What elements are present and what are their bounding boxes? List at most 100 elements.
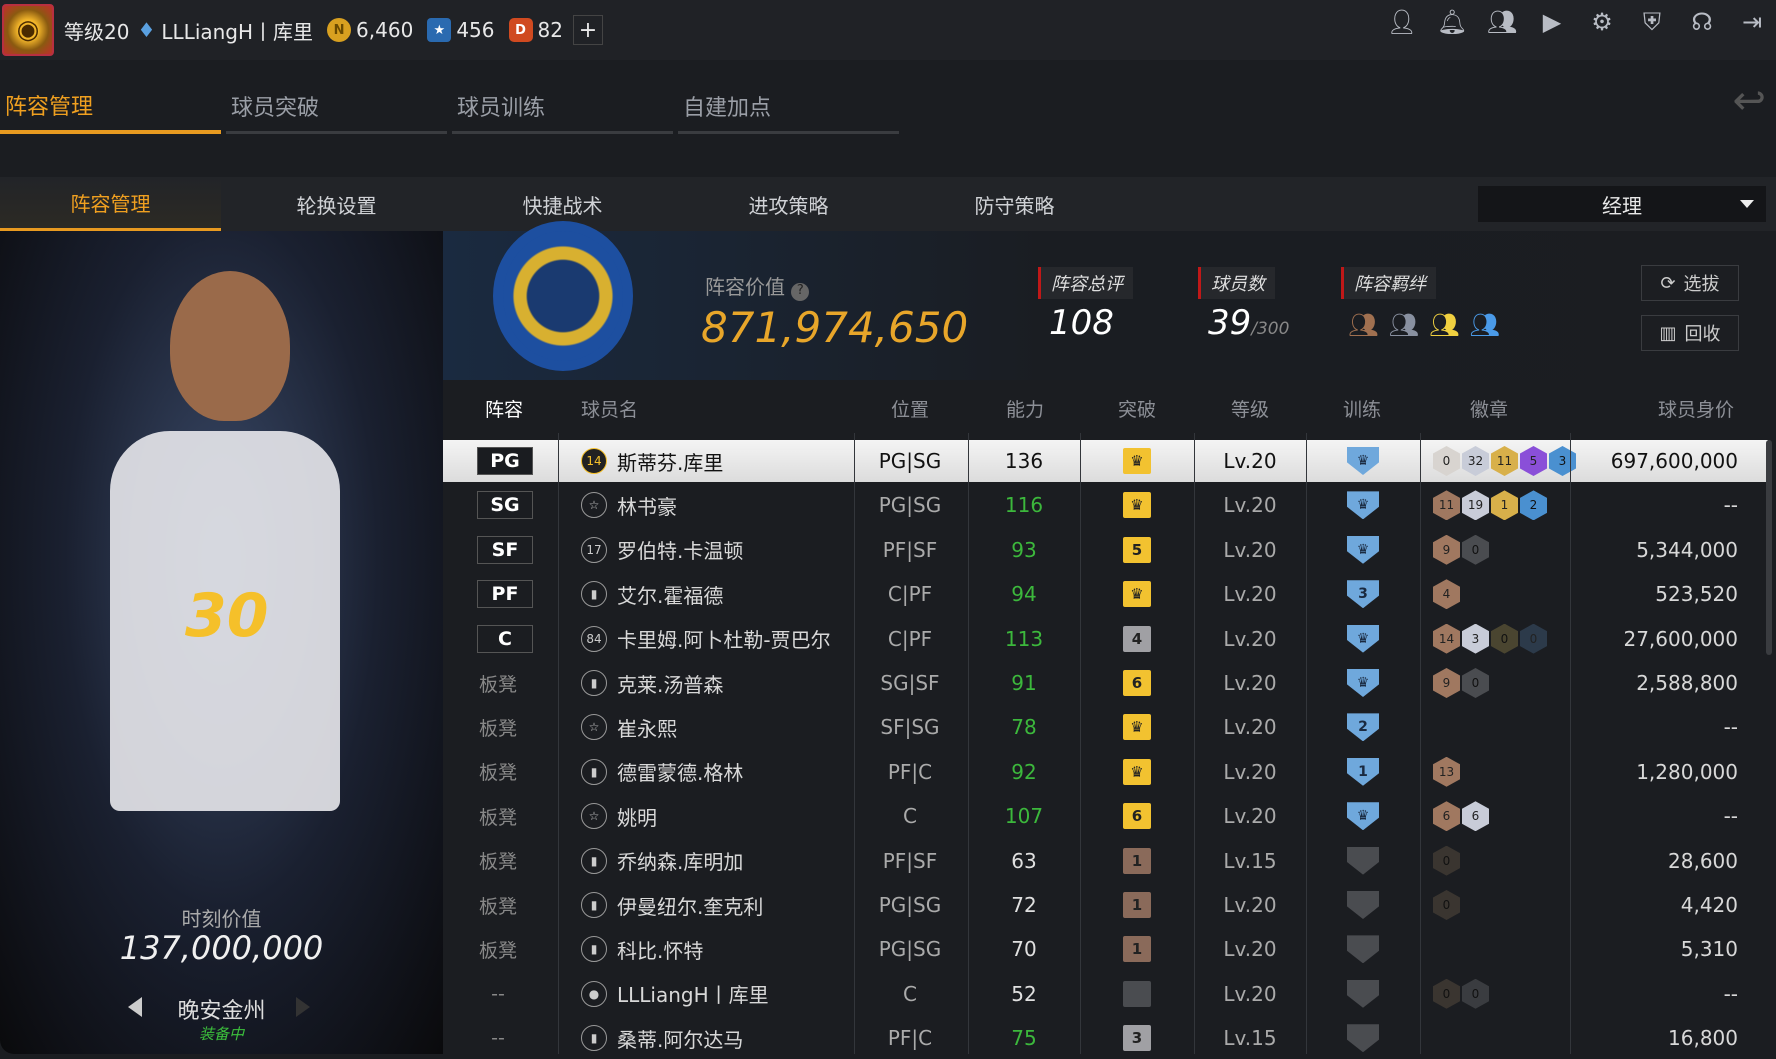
col-position[interactable]: 位置 [891,398,930,421]
bond-blue-icon[interactable]: 👥︎ [1469,311,1500,339]
badge-icon[interactable]: 2 [1520,490,1547,521]
player-name[interactable]: 德雷蒙德.格林 [617,761,744,786]
breakthrough-badge[interactable]: 4 [1123,625,1151,652]
shield-plus-icon[interactable]: ⛨ [1643,8,1661,36]
badge-icon[interactable]: 3 [1549,446,1576,476]
slot-label[interactable]: 板凳 [478,717,517,740]
player-name[interactable]: 乔纳森.库明加 [617,850,744,875]
badge-icon[interactable]: 11 [1433,490,1460,521]
slot-label[interactable]: 板凳 [478,851,517,874]
training-shield-icon[interactable] [1347,846,1379,875]
slot-badge[interactable]: SG [477,491,533,520]
training-crown-icon[interactable]: ♛ [1347,447,1379,475]
player-name[interactable]: 斯蒂芬.库里 [617,450,724,475]
col-value[interactable]: 球员身价 [1658,398,1735,421]
table-row[interactable]: 板凳 ▮ 科比.怀特 PG|SG 70 1 Lv.20 5,310 [443,928,1768,970]
subtab-quick-tactics[interactable]: 快捷战术 [522,193,603,218]
col-name[interactable]: 球员名 [581,398,639,421]
breakthrough-badge[interactable]: 6 [1123,670,1151,696]
subtab-defense[interactable]: 防守策略 [974,193,1055,218]
breakthrough-badge[interactable]: 1 [1123,892,1151,918]
player-name[interactable]: 艾尔.霍福德 [617,583,724,608]
badge-icon[interactable]: 5 [1520,446,1547,476]
training-crown-icon[interactable]: ♛ [1347,491,1379,520]
slot-label[interactable]: -- [491,1027,505,1050]
table-row[interactable]: PF ▮ 艾尔.霍福德 C|PF 94 ♛ Lv.20 3 4 523,520 [443,573,1768,615]
training-shield-icon[interactable] [1347,1024,1379,1053]
user-icon[interactable]: 👤︎ [1386,8,1418,36]
tab-custom-points[interactable]: 自建加点 [678,80,899,134]
badge-icon[interactable]: 6 [1433,801,1460,832]
table-row[interactable]: C 84 卡里姆.阿卜杜勒-贾巴尔 C|PF 113 4 Lv.20 ♛ 14 3 0… [443,618,1768,660]
bond-silver-icon[interactable]: 👥︎ [1388,311,1419,339]
breakthrough-badge[interactable]: 1 [1123,847,1151,874]
col-lineup[interactable]: 阵容 [485,398,524,421]
badge-icon[interactable]: 6 [1462,801,1489,832]
player-name[interactable]: 克莱.汤普森 [617,672,724,697]
training-crown-icon[interactable]: ♛ [1347,535,1379,564]
badge-icon[interactable]: 3 [1462,623,1489,654]
player-name[interactable]: 科比.怀特 [617,938,704,963]
training-shield-icon[interactable]: 3 [1347,580,1379,609]
table-row[interactable]: PG 14 斯蒂芬.库里 PG|SG 136 ♛ Lv.20 ♛ 0 32 11 5 3 … [443,440,1768,482]
slot-label[interactable]: 板凳 [478,895,517,918]
badge-icon[interactable]: 13 [1433,756,1460,787]
table-row[interactable]: 板凳 ▮ 伊曼纽尔.奎克利 PG|SG 72 1 Lv.20 0 4,420 [443,884,1768,926]
next-skin-button[interactable] [296,997,310,1017]
badge-icon[interactable]: 11 [1491,446,1518,476]
badge-icon[interactable]: 0 [1491,623,1518,654]
badge-icon[interactable]: 0 [1462,534,1489,565]
col-training[interactable]: 训练 [1343,398,1382,421]
training-shield-icon[interactable]: 1 [1347,757,1379,786]
crown-icon[interactable]: ♛ [1123,492,1151,519]
badge-icon[interactable]: 14 [1433,623,1460,654]
bell-icon[interactable]: 🔔︎ [1436,8,1468,36]
col-level[interactable]: 等级 [1231,398,1270,421]
bond-bronze-icon[interactable]: 👥︎ [1348,311,1379,339]
breakthrough-badge[interactable] [1123,980,1151,1007]
slot-badge[interactable]: PG [477,447,533,475]
badge-icon[interactable]: 0 [1462,668,1489,698]
badge-icon[interactable]: 4 [1433,579,1460,610]
table-row[interactable]: SG ☆ 林书豪 PG|SG 116 ♛ Lv.20 ♛ 11 19 1 2 -- [443,484,1768,526]
slot-label[interactable]: 板凳 [478,762,517,785]
crown-icon[interactable]: ♛ [1123,448,1151,474]
badge-icon[interactable]: 0 [1433,845,1460,876]
table-row[interactable]: 板凳 ▮ 德雷蒙德.格林 PF|C 92 ♛ Lv.20 1 13 1,280,0… [443,751,1768,793]
subtab-lineup[interactable]: 阵容管理 [0,177,221,231]
table-row[interactable]: 板凳 ☆ 崔永熙 SF|SG 78 ♛ Lv.20 2 -- [443,706,1768,748]
training-crown-icon[interactable]: ♛ [1347,669,1379,697]
player-name[interactable]: 林书豪 [617,494,677,519]
badge-icon[interactable]: 32 [1462,446,1489,476]
breakthrough-badge[interactable]: 3 [1123,1025,1151,1052]
tab-lineup[interactable]: 阵容管理 [0,80,221,134]
crown-icon[interactable]: ♛ [1123,581,1151,608]
badge-icon[interactable]: 9 [1433,668,1460,698]
friends-icon[interactable]: 👥︎ [1486,8,1518,36]
training-shield-icon[interactable] [1347,935,1379,964]
crown-icon[interactable]: ♛ [1123,758,1151,785]
slot-label[interactable]: 板凳 [478,673,517,696]
subtab-rotation[interactable]: 轮换设置 [296,193,377,218]
col-breakthrough[interactable]: 突破 [1118,398,1157,421]
badge-icon[interactable]: 0 [1433,890,1460,920]
training-shield-icon[interactable]: 2 [1347,713,1379,742]
gear-icon[interactable]: ⚙ [1591,8,1613,36]
video-icon[interactable]: ▶ [1542,8,1562,36]
slot-badge[interactable]: PF [477,580,533,609]
bond-gold-icon[interactable]: 👥︎ [1428,311,1460,339]
subtab-offense[interactable]: 进攻策略 [748,193,829,218]
slot-label[interactable]: 板凳 [478,806,517,829]
player-name[interactable]: LLLiangH丨库里 [617,983,769,1008]
player-name[interactable]: 崔永熙 [617,716,677,741]
bond-icons[interactable]: 👥︎ 👥︎ 👥︎ 👥︎ [1348,311,1500,339]
badge-icon[interactable]: 0 [1462,978,1489,1009]
col-ability[interactable]: 能力 [1006,398,1045,421]
player-name[interactable]: 桑蒂.阿尔达马 [617,1027,744,1052]
headset-icon[interactable]: ☊ [1691,8,1713,36]
badge-icon[interactable]: 19 [1462,490,1489,521]
slot-label[interactable]: 板凳 [478,939,517,962]
breakthrough-badge[interactable]: 6 [1123,803,1151,830]
